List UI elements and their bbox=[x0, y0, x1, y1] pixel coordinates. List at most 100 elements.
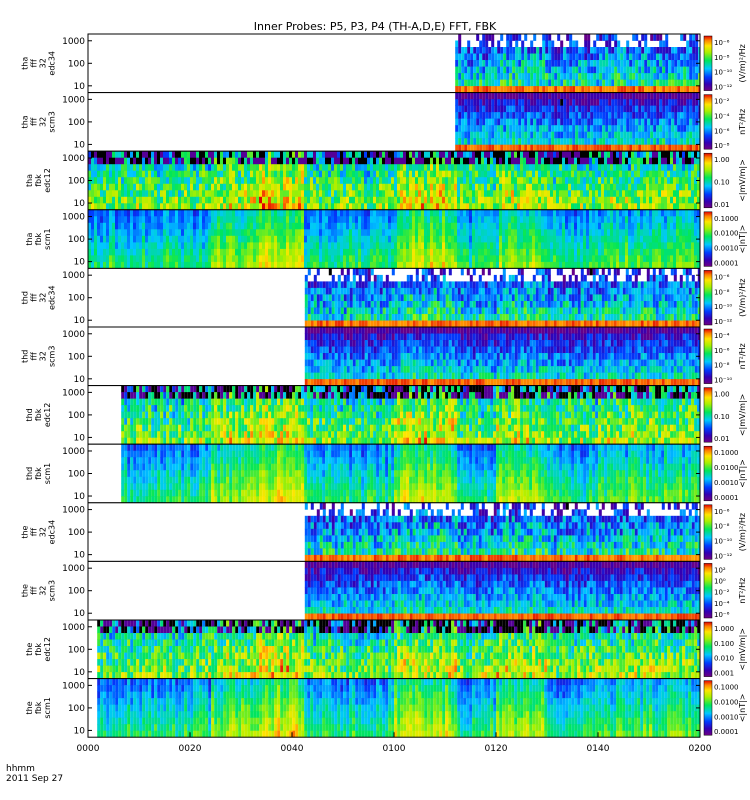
color-bar-unit: nT²/Hz bbox=[738, 343, 747, 369]
color-bar bbox=[703, 680, 713, 736]
y-tick-label: 100 bbox=[68, 528, 85, 538]
panel-label: the fff 32 edc34 bbox=[21, 520, 57, 545]
color-bar bbox=[703, 504, 713, 560]
panel-label-line: fff bbox=[30, 586, 39, 595]
color-bar-tick-label: 0.1000 bbox=[714, 684, 739, 692]
color-bar-tick-label: 10⁻¹² bbox=[714, 552, 732, 560]
panel-label-line: fff bbox=[30, 59, 39, 68]
y-tick-label: 100 bbox=[68, 704, 85, 714]
panel-thd-fbk-scm1: 10 100 1000 thd fbk scm1 0.1000 0.0100 0.0010 0.0… bbox=[25, 443, 747, 504]
panel-label: thd fbk edc12 bbox=[25, 403, 52, 428]
y-tick-label: 1000 bbox=[62, 447, 85, 457]
panel-tha-fff-32-scm3: 10 100 1000 tha fff 32 scm3 10⁻² 10⁻⁴ 10⁻⁶ 10⁻⁸ nT²… bbox=[21, 92, 747, 152]
spectrogram-cells bbox=[304, 268, 701, 328]
color-bar-unit-text: <|mV/m|> bbox=[738, 628, 747, 671]
panel-label-line: scm1 bbox=[43, 228, 52, 249]
color-bar-tick-label: 0.1000 bbox=[714, 449, 739, 457]
y-tick-label: 1000 bbox=[62, 623, 85, 633]
panel-the-fff-32-edc34: 10 100 1000 the fff 32 edc34 10⁻⁶ 10⁻⁸ 10⁻¹⁰ 10⁻¹²… bbox=[21, 502, 747, 562]
y-tick-label: 100 bbox=[68, 177, 85, 187]
panel-label-line: tha bbox=[21, 57, 30, 70]
color-bar bbox=[703, 270, 713, 326]
panel-label-line: scm3 bbox=[48, 580, 57, 601]
color-bar-tick-label: 10⁻⁶ bbox=[714, 273, 730, 281]
x-tick-label: 0100 bbox=[383, 744, 406, 754]
panel-label-line: fff bbox=[30, 352, 39, 361]
spectrogram-cells bbox=[455, 34, 700, 93]
y-tick-label: 100 bbox=[68, 352, 85, 362]
color-bar-unit-text: (V/m)²/Hz bbox=[738, 513, 747, 551]
color-bar-tick-label: 10⁻⁸ bbox=[714, 54, 730, 62]
color-bar-tick-label: 10⁻⁶ bbox=[714, 347, 730, 355]
color-bar-tick-label: 0.10 bbox=[714, 179, 730, 187]
spectrogram-cells bbox=[88, 151, 700, 211]
spectrogram-cells bbox=[121, 385, 700, 445]
panel-tha-fff-32-edc34: 10 100 1000 tha fff 32 edc34 10⁻⁶ 10⁻⁸ 10⁻¹⁰ 10⁻¹²… bbox=[21, 33, 747, 94]
color-bar-tick-label: 0.10 bbox=[714, 413, 730, 421]
panel-label: thd fbk scm1 bbox=[25, 463, 52, 484]
color-bar-tick-label: 10⁻¹⁰ bbox=[714, 377, 732, 385]
y-tick-label: 10 bbox=[74, 551, 86, 561]
panel-label-line: edc12 bbox=[43, 403, 52, 428]
date-label: 2011 Sep 27 bbox=[6, 774, 63, 784]
spectrogram-cells bbox=[97, 678, 700, 738]
color-bar-unit-text: <|nT|> bbox=[738, 694, 747, 723]
panel-the-fbk-scm1: 10 100 1000 the fbk scm1 0.1000 0.0100 0.0010 0.0… bbox=[25, 678, 747, 738]
color-bar-unit: <|mV/m|> bbox=[738, 628, 747, 671]
color-bar bbox=[703, 445, 713, 502]
color-bar-tick-label: 0.001 bbox=[714, 670, 734, 678]
color-bar-tick-label: 0.0001 bbox=[714, 728, 739, 736]
panel-the-fff-32-scm3: 10 100 1000 the fff 32 scm3 10² 10⁰ 10⁻² 10⁻⁴ 10⁻⁶ n… bbox=[21, 560, 747, 621]
panel-label: the fbk edc12 bbox=[25, 637, 52, 662]
color-bar-tick-label: 0.100 bbox=[714, 640, 734, 648]
color-bar-tick-label: 0.0001 bbox=[714, 494, 739, 502]
color-bar-tick-label: 10⁻⁸ bbox=[714, 288, 730, 296]
color-bar-unit-text: nT²/Hz bbox=[738, 578, 747, 604]
y-tick-label: 10 bbox=[74, 375, 86, 385]
color-bar-tick-label: 10⁻¹⁰ bbox=[714, 303, 732, 311]
panel-label-line: edc12 bbox=[43, 168, 52, 193]
color-bar-tick-label: 10⁻⁴ bbox=[714, 112, 730, 120]
color-bar-unit-text: <|mV/m|> bbox=[738, 159, 747, 202]
color-bar bbox=[703, 387, 713, 443]
y-tick-label: 1000 bbox=[62, 388, 85, 398]
color-bar-unit: (V/m)²/Hz bbox=[738, 279, 747, 317]
color-bar-tick-label: 10⁻² bbox=[714, 589, 730, 597]
panel-label-line: tha bbox=[25, 232, 34, 245]
panel-label-line: 32 bbox=[39, 351, 48, 361]
color-bar-unit: (V/m)²/Hz bbox=[738, 513, 747, 551]
panel-label-line: scm3 bbox=[48, 346, 57, 367]
panel-label: tha fff 32 scm3 bbox=[21, 111, 57, 132]
color-bar bbox=[703, 563, 713, 619]
color-bar bbox=[703, 328, 713, 384]
panel-label-line: edc34 bbox=[48, 51, 57, 76]
y-tick-label: 100 bbox=[68, 235, 85, 245]
color-bar-tick-label: 10⁻¹² bbox=[714, 84, 732, 92]
color-bar-tick-label: 10⁻⁶ bbox=[714, 127, 730, 135]
panel-label-line: thd bbox=[21, 350, 30, 363]
color-bar-tick-label: 10⁰ bbox=[714, 578, 726, 586]
color-bar-tick-label: 1.00 bbox=[714, 156, 730, 164]
panel-label-line: fbk bbox=[34, 643, 43, 656]
color-bar-tick-label: 0.01 bbox=[714, 435, 730, 443]
color-bar-tick-label: 10⁻⁶ bbox=[714, 611, 730, 619]
spectrogram-cells bbox=[304, 327, 701, 386]
y-tick-label: 10 bbox=[74, 668, 86, 678]
panel-label-line: scm1 bbox=[43, 697, 52, 718]
y-tick-label: 100 bbox=[68, 59, 85, 69]
panel-label-line: fbk bbox=[34, 174, 43, 187]
panel-tha-fbk-edc12: 10 100 1000 tha fbk edc12 1.00 0.10 0.01 <|mV/m|> bbox=[25, 150, 747, 211]
panel-label: tha fbk edc12 bbox=[25, 168, 52, 193]
color-bar-tick-label: 0.0100 bbox=[714, 230, 739, 238]
color-bar-unit: nT²/Hz bbox=[738, 578, 747, 604]
color-bar-tick-label: 0.01 bbox=[714, 201, 730, 209]
color-bar-tick-label: 0.010 bbox=[714, 655, 734, 663]
y-tick-label: 1000 bbox=[62, 154, 85, 164]
color-bar-tick-label: 10⁻¹⁰ bbox=[714, 69, 732, 77]
color-bar-tick-label: 10⁻⁴ bbox=[714, 332, 730, 340]
panel-label: thd fff 32 edc34 bbox=[21, 285, 57, 310]
spectrogram-cells bbox=[304, 502, 701, 562]
x-tick-label: 0120 bbox=[485, 744, 508, 754]
